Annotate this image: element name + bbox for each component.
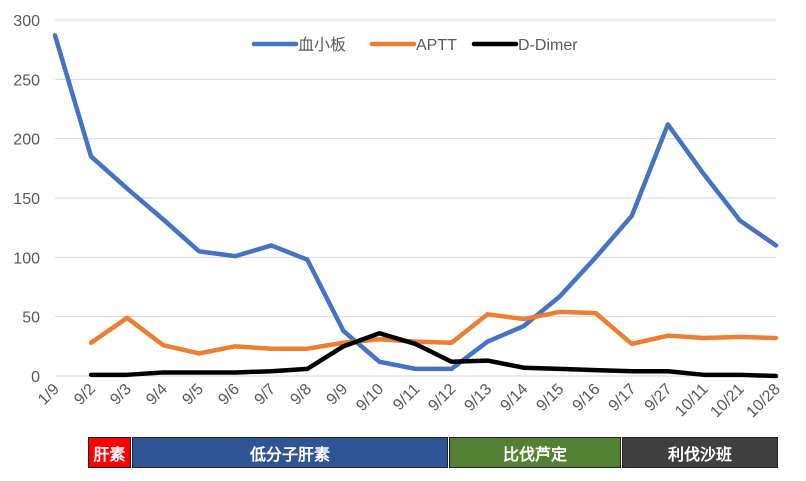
x-tick-label: 9/2 xyxy=(71,381,99,409)
x-tick-label: 9/5 xyxy=(179,381,207,409)
series-line-2 xyxy=(88,331,779,379)
x-tick-label: 9/15 xyxy=(533,381,567,415)
x-tick-label: 9/3 xyxy=(107,381,135,409)
y-tick-label: 50 xyxy=(22,310,40,327)
x-tick-label: 9/13 xyxy=(461,381,495,415)
x-tick-label: 9/7 xyxy=(251,381,279,409)
y-tick-label: 100 xyxy=(13,250,40,267)
y-tick-label: 200 xyxy=(13,132,40,149)
x-tick-label: 10/21 xyxy=(707,381,747,421)
x-tick-label: 9/4 xyxy=(143,381,171,409)
y-tick-label: 0 xyxy=(31,369,40,386)
series-line-1 xyxy=(88,309,779,356)
x-tick-label: 9/11 xyxy=(390,381,423,414)
y-tick-label: 250 xyxy=(13,72,40,89)
y-tick-label: 150 xyxy=(13,191,40,208)
x-tick-label: 9/27 xyxy=(642,381,676,415)
x-tick-label: 9/8 xyxy=(287,381,315,409)
x-tick-label: 9/12 xyxy=(425,381,459,415)
legend-label-0: 血小板 xyxy=(298,36,346,54)
x-tick-label: 9/10 xyxy=(353,381,387,415)
x-tick-label: 9/6 xyxy=(215,381,243,409)
treatment-band-lmwh: 低分子肝素 xyxy=(132,437,448,468)
x-tick-label: 9/14 xyxy=(497,381,531,415)
x-tick-label: 10/11 xyxy=(672,381,712,421)
treatment-band-heparin: 肝素 xyxy=(88,437,131,468)
treatment-band-bivalirudin: 比伐芦定 xyxy=(449,437,621,468)
x-tick-label: 9/16 xyxy=(570,381,604,415)
treatment-band-rivaroxaban: 利伐沙班 xyxy=(622,437,778,468)
series-line-0 xyxy=(52,33,779,372)
x-tick-label: 9/9 xyxy=(323,381,351,409)
legend-label-1: APTT xyxy=(416,37,457,54)
legend-label-2: D-Dimer xyxy=(518,37,578,54)
x-tick-label: 10/28 xyxy=(743,381,783,421)
y-tick-label: 300 xyxy=(13,13,40,30)
x-tick-label: 9/17 xyxy=(606,381,640,415)
